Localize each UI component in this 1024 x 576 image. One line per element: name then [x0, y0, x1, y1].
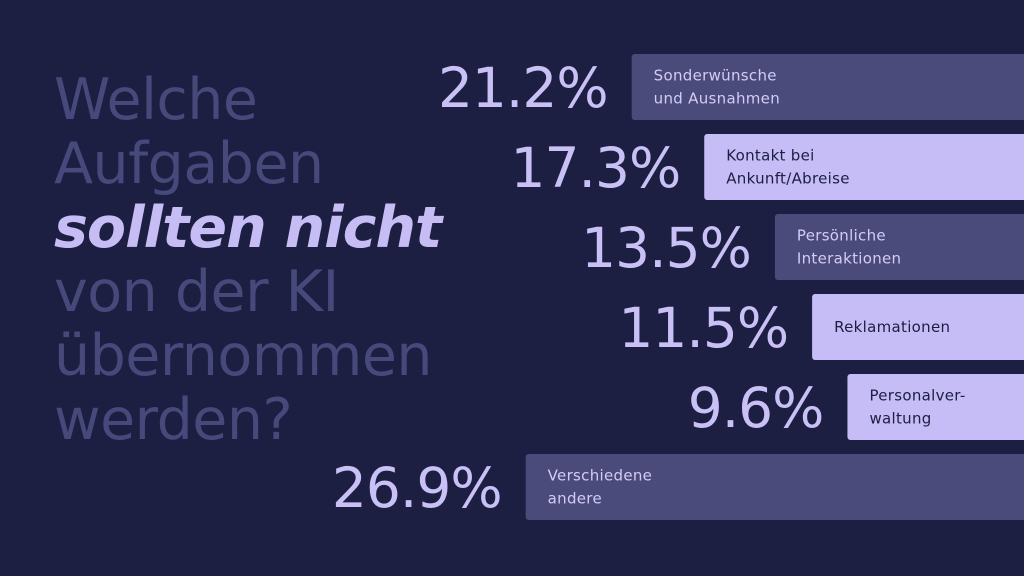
- bar-label-line: Personalver-: [869, 387, 965, 405]
- bar-label: Sonderwünsche und Ausnahmen: [654, 67, 780, 108]
- title-line-6: werden?: [54, 387, 293, 453]
- bar-label-line: Persönliche: [797, 227, 886, 245]
- bar-value-label: 17.3%: [510, 136, 680, 200]
- bar-row: Reklamationen 11.5%: [618, 294, 1024, 360]
- bar-label-line: Kontakt bei: [726, 147, 814, 165]
- bar-row: Verschiedene andere 26.9%: [332, 454, 1024, 520]
- bar-value-label: 11.5%: [618, 296, 788, 360]
- bar-value-label: 26.9%: [332, 456, 502, 520]
- bar-label-line: Sonderwünsche: [654, 67, 777, 85]
- bar-label-line: Reklamationen: [834, 318, 950, 336]
- bar-label-line: Ankunft/Abreise: [726, 170, 850, 188]
- bar-label: Kontakt bei Ankunft/Abreise: [726, 147, 850, 188]
- bar-row: Personalver-waltung 9.6%: [688, 374, 1024, 440]
- bar: [774, 214, 1024, 280]
- bar: [631, 54, 1024, 120]
- title-line-2: Aufgaben: [54, 131, 324, 197]
- bar-row: Kontakt bei Ankunft/Abreise 17.3%: [510, 134, 1024, 200]
- bar: [812, 294, 1024, 360]
- bar-label-line: waltung: [869, 410, 931, 428]
- bar-label-line: und Ausnahmen: [654, 90, 780, 108]
- bar-row: Persönliche Interaktionen 13.5%: [581, 214, 1024, 280]
- title-line-5: übernommen: [54, 323, 433, 389]
- bar-row: Sonderwünsche und Ausnahmen 21.2%: [438, 54, 1024, 120]
- bar-value-label: 9.6%: [688, 376, 824, 440]
- title-line-4: von der KI: [54, 259, 339, 325]
- bar-label-line: Interaktionen: [797, 250, 901, 268]
- chart-title: Welche Aufgaben sollten nicht von der KI…: [54, 67, 442, 453]
- bar: [525, 454, 1024, 520]
- bar-label: Reklamationen: [834, 318, 950, 336]
- bar-value-label: 21.2%: [438, 56, 608, 120]
- bar: [847, 374, 1024, 440]
- bar-label-line: andere: [548, 490, 602, 508]
- bar-label: Persönliche Interaktionen: [797, 227, 901, 268]
- bar: [704, 134, 1024, 200]
- bar-label: Verschiedene andere: [548, 467, 653, 508]
- title-line-1: Welche: [54, 67, 258, 133]
- title-line-emphasis: sollten nicht: [54, 195, 442, 261]
- bar-label-line: Verschiedene: [548, 467, 653, 485]
- bar-label: Personalver-waltung: [869, 387, 965, 428]
- bar-value-label: 13.5%: [581, 216, 751, 280]
